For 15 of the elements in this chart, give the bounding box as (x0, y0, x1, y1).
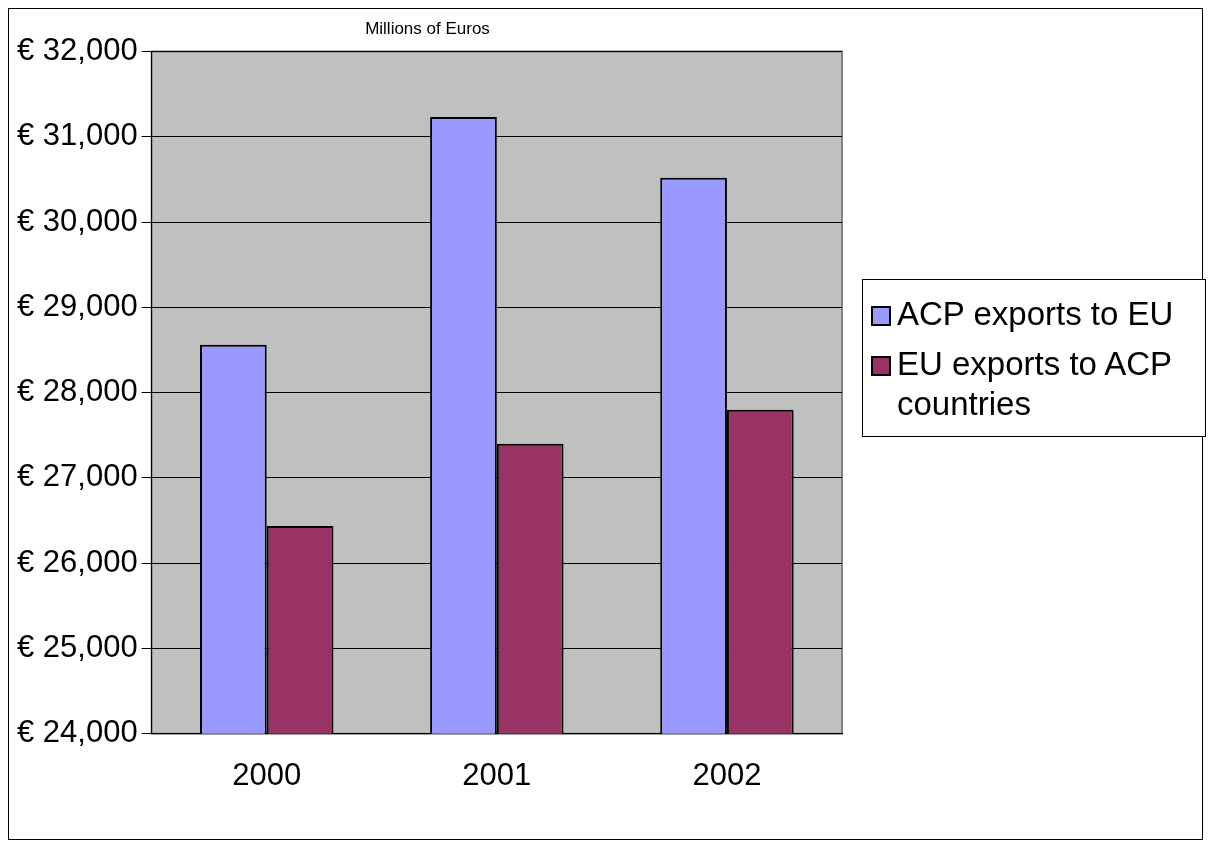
legend-label: ACP exports to EU (897, 294, 1174, 334)
y-tick-label: € 32,000 (17, 31, 138, 67)
y-tick-label: € 25,000 (17, 629, 138, 665)
y-tick-label: € 31,000 (17, 117, 138, 153)
x-tick-label: 2001 (462, 756, 532, 792)
y-tick-label: € 30,000 (17, 202, 138, 238)
y-tick-label: € 29,000 (17, 287, 138, 323)
chart-title: Millions of Euros (365, 18, 490, 38)
y-tick-label: € 28,000 (17, 373, 138, 409)
x-tick-label: 2000 (232, 756, 302, 792)
y-tick-label: € 26,000 (17, 543, 138, 579)
x-tick-label: 2002 (692, 756, 762, 792)
legend-label: EU exports to ACP countries (897, 344, 1173, 424)
y-tick-label: € 27,000 (17, 458, 138, 494)
y-tick-label: € 24,000 (17, 714, 138, 750)
